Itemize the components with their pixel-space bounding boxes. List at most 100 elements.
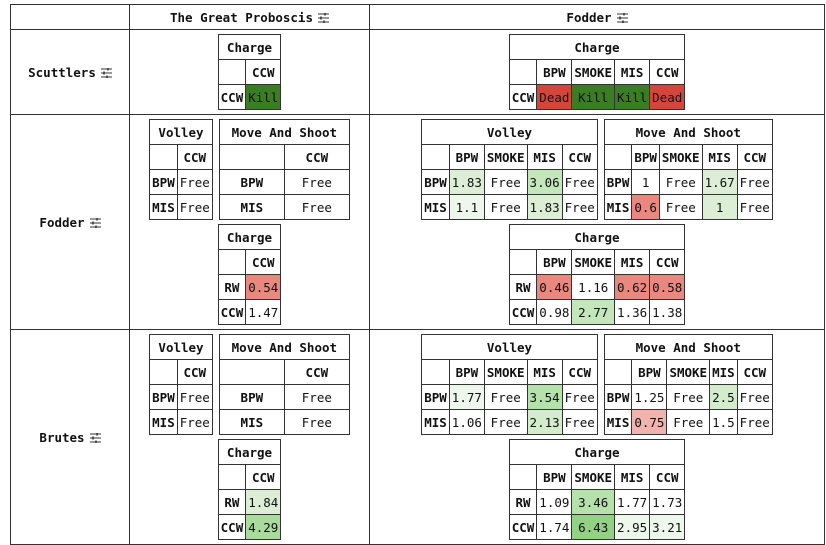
- stat-table: Move And Shoot CCW BPW Free MIS Free: [218, 119, 350, 220]
- table-group: Charge BPW SMOKE MIS CCW RW 0.46 1.16 0.62 0.58 CC…: [370, 224, 824, 325]
- stat-cell: 1: [701, 194, 738, 220]
- stat-row: BPW 1 Free 1.67 Free: [603, 169, 773, 195]
- stat-row: MIS Free: [149, 194, 213, 220]
- filter-icon[interactable]: [616, 13, 628, 23]
- weapon-header: CCW: [561, 359, 598, 385]
- weapon-header: BPW: [631, 144, 660, 170]
- stat-cell: 1.1: [448, 194, 485, 220]
- header-row: The Great Proboscis Fodder: [10, 4, 825, 30]
- weapon-header: MIS: [614, 249, 651, 275]
- stat-table: Volley CCW BPW Free MIS Free: [149, 119, 213, 220]
- table-title: Charge: [217, 439, 282, 465]
- weapon-header: CCW: [176, 144, 213, 170]
- table-title: Volley: [149, 334, 213, 360]
- corner: [10, 4, 130, 30]
- column-header: The Great Proboscis: [129, 4, 370, 30]
- title-row: Volley: [421, 119, 598, 145]
- stat-row: MIS 0.6 Free 1 Free: [603, 194, 773, 220]
- table-title: Charge: [508, 224, 686, 250]
- table-title: Charge: [217, 224, 282, 250]
- corner: [508, 59, 538, 85]
- table-group: Volley BPW SMOKE MIS CCW BPW 1.77 Free 3.54 Free M…: [370, 334, 824, 435]
- corner: [149, 144, 178, 170]
- row-weapon: BPW: [421, 384, 450, 410]
- matchup-row: Fodder Volley CCW BPW Free MIS Free Move And Sh…: [10, 114, 825, 330]
- weapon-header: CCW: [245, 59, 282, 85]
- filter-icon[interactable]: [100, 68, 112, 78]
- weapon-header: CCW: [176, 359, 213, 385]
- row-weapon: MIS: [421, 409, 450, 435]
- table-group: Charge CCW RW 0.54 CCW 1.47: [130, 224, 369, 325]
- corner: [149, 359, 178, 385]
- filter-icon[interactable]: [89, 218, 101, 228]
- stat-cell: 3.06: [526, 169, 563, 195]
- weapon-header: CCW: [736, 144, 773, 170]
- corner: [508, 464, 538, 490]
- stat-cell: Free: [561, 384, 598, 410]
- filter-icon[interactable]: [318, 13, 329, 23]
- row-weapon: MIS: [149, 409, 178, 435]
- row-weapon: RW: [508, 274, 538, 300]
- stat-cell: 1.74: [536, 514, 573, 540]
- stat-cell: 0.54: [245, 274, 282, 300]
- weapon-header: CCW: [649, 464, 686, 490]
- stat-cell: 1.73: [649, 489, 686, 515]
- stat-row: RW 1.09 3.46 1.77 1.73: [508, 489, 686, 515]
- column-row: CCW: [217, 464, 282, 490]
- stat-cell: Free: [666, 384, 711, 410]
- row-weapon: MIS: [218, 194, 285, 220]
- table-title: Move And Shoot: [603, 334, 773, 360]
- stat-table: Volley BPW SMOKE MIS CCW BPW 1.77 Free 3.54 Free M…: [421, 334, 598, 435]
- stat-row: CCW 0.98 2.77 1.36 1.38: [508, 299, 686, 325]
- row-weapon: CCW: [217, 84, 247, 110]
- filter-icon[interactable]: [89, 433, 101, 443]
- weapon-header: CCW: [561, 144, 598, 170]
- weapon-header: MIS: [526, 144, 563, 170]
- stat-cell: 0.62: [614, 274, 651, 300]
- stat-cell: 1.84: [245, 489, 282, 515]
- weapon-header: SMOKE: [483, 359, 528, 385]
- row-weapon: CCW: [508, 84, 538, 110]
- stat-cell: 1.09: [536, 489, 573, 515]
- stat-cell: 0.75: [631, 409, 668, 435]
- stat-table: Move And Shoot BPW SMOKE MIS CCW BPW 1.25 Free 2…: [603, 334, 773, 435]
- corner: [217, 464, 247, 490]
- stat-cell: 1.83: [448, 169, 485, 195]
- table-group: Charge BPW SMOKE MIS CCW RW 1.09 3.46 1.77 1.73 CC…: [370, 439, 824, 540]
- weapon-header: BPW: [536, 464, 573, 490]
- stat-row: CCW 1.74 6.43 2.95 3.21: [508, 514, 686, 540]
- table-title: Move And Shoot: [603, 119, 773, 145]
- weapon-header: CCW: [283, 144, 350, 170]
- stat-cell: Free: [483, 169, 528, 195]
- matchup-cell: Charge BPW SMOKE MIS CCW CCW Dead Kill Kill Dead: [369, 29, 825, 115]
- title-row: Charge: [217, 34, 282, 60]
- corner: [217, 59, 247, 85]
- stat-cell: Free: [736, 384, 773, 410]
- stat-cell: 1.36: [614, 299, 651, 325]
- column-row: BPW SMOKE MIS CCW: [603, 144, 773, 170]
- stat-table: Charge BPW SMOKE MIS CCW CCW Dead Kill Kill Dead: [508, 34, 686, 110]
- stat-table: Charge BPW SMOKE MIS CCW RW 1.09 3.46 1.77 1.73 CC…: [508, 439, 686, 540]
- stat-cell: Free: [176, 409, 213, 435]
- title-row: Volley: [421, 334, 598, 360]
- corner: [218, 144, 285, 170]
- title-row: Charge: [508, 439, 686, 465]
- row-header: Fodder: [10, 114, 130, 330]
- table-title: Volley: [421, 119, 598, 145]
- stat-table: Volley CCW BPW Free MIS Free: [149, 334, 213, 435]
- table-group: Charge CCW RW 1.84 CCW 4.29: [130, 439, 369, 540]
- corner: [603, 359, 633, 385]
- title-row: Move And Shoot: [603, 119, 773, 145]
- row-weapon: MIS: [603, 194, 633, 220]
- stat-row: BPW Free: [149, 384, 213, 410]
- stat-row: MIS 0.75 Free 1.5 Free: [603, 409, 773, 435]
- weapon-header: SMOKE: [571, 249, 616, 275]
- table-title: Volley: [421, 334, 598, 360]
- row-weapon: CCW: [217, 514, 247, 540]
- matchup-row: Brutes Volley CCW BPW Free MIS Free Move And Sh…: [10, 329, 825, 545]
- stat-cell: 4.29: [245, 514, 282, 540]
- stat-cell: 0.46: [536, 274, 573, 300]
- title-row: Move And Shoot: [218, 119, 350, 145]
- stat-cell: 0.98: [536, 299, 573, 325]
- stat-cell: 3.46: [571, 489, 616, 515]
